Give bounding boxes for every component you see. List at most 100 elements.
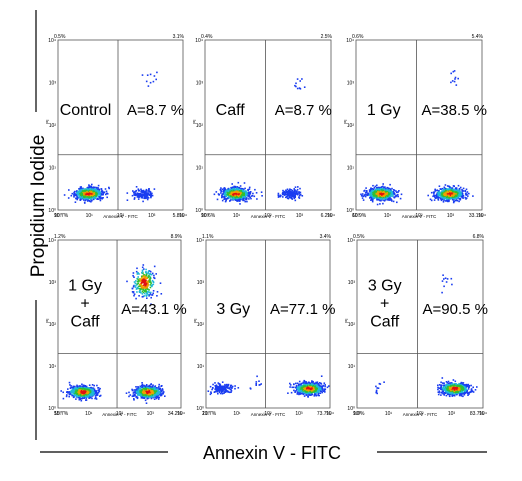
event-dot xyxy=(145,188,148,191)
event-dot xyxy=(70,194,73,197)
x-tick-label: 10³ xyxy=(296,213,304,219)
event-dot xyxy=(70,385,72,387)
event-dot xyxy=(144,290,146,292)
event-dot xyxy=(221,188,224,191)
event-dot xyxy=(79,199,82,201)
event-dot xyxy=(221,195,223,197)
event-dot xyxy=(71,388,74,390)
x-tick-label: 10⁰ xyxy=(54,213,62,219)
event-dot xyxy=(92,198,95,201)
event-dot xyxy=(446,195,449,198)
event-dot xyxy=(427,194,429,197)
event-dot xyxy=(290,191,292,193)
event-dot xyxy=(369,197,371,199)
event-dot xyxy=(91,384,94,386)
event-dot xyxy=(389,197,391,199)
event-dot xyxy=(229,189,231,191)
event-dot xyxy=(93,190,96,192)
event-dot xyxy=(299,191,302,194)
event-dot xyxy=(81,393,83,396)
event-dot xyxy=(294,196,296,199)
event-dot xyxy=(150,195,152,197)
event-dot xyxy=(141,388,143,391)
event-dot xyxy=(65,395,68,398)
event-dot xyxy=(141,275,143,278)
event-dot xyxy=(223,193,226,196)
event-dot xyxy=(396,191,398,194)
event-dot xyxy=(152,394,155,397)
event-dot xyxy=(141,296,144,298)
event-dot xyxy=(82,396,84,398)
event-dot xyxy=(433,194,435,196)
event-dot xyxy=(145,273,148,275)
event-dot xyxy=(292,195,295,198)
y-tick-label: 10² xyxy=(196,123,204,129)
quadrant-ul-percent: 0.5% xyxy=(54,34,66,40)
event-dot xyxy=(444,200,447,202)
event-dot xyxy=(147,283,149,286)
event-dot xyxy=(95,188,97,191)
event-dot xyxy=(143,191,145,194)
event-dot xyxy=(462,187,465,190)
event-dot xyxy=(88,393,91,396)
event-dot xyxy=(233,187,236,190)
event-dot xyxy=(80,399,83,402)
event-dot xyxy=(375,194,378,197)
event-dot xyxy=(142,280,145,283)
event-dot xyxy=(260,191,263,193)
event-dot xyxy=(450,189,453,191)
event-dot xyxy=(380,199,382,202)
event-dot xyxy=(97,194,99,197)
event-dot xyxy=(226,189,229,192)
x-tick-label: 10¹ xyxy=(233,213,241,219)
event-dot xyxy=(232,189,235,192)
event-dot xyxy=(72,385,75,388)
event-dot xyxy=(387,190,390,192)
event-dot xyxy=(375,189,377,191)
event-dot xyxy=(434,194,436,197)
event-dot xyxy=(228,192,231,194)
event-dot xyxy=(89,390,92,393)
event-dot xyxy=(283,194,286,196)
event-dot xyxy=(83,388,86,390)
event-dot xyxy=(217,392,219,395)
event-dot xyxy=(450,190,452,193)
event-dot xyxy=(85,385,88,388)
event-dot xyxy=(99,394,102,397)
event-dot xyxy=(139,288,142,290)
event-dot xyxy=(371,197,373,200)
event-dot xyxy=(79,396,81,398)
event-dot xyxy=(133,191,135,194)
event-dot xyxy=(391,192,394,194)
event-dot xyxy=(455,84,458,86)
x-tick-label: 10¹ xyxy=(86,213,94,219)
event-dot xyxy=(466,191,469,193)
event-dot xyxy=(150,273,153,276)
event-dot xyxy=(136,287,138,290)
event-dot xyxy=(461,194,464,196)
event-dot xyxy=(149,192,152,195)
event-dot xyxy=(144,197,147,200)
event-dot xyxy=(75,392,77,394)
event-dot xyxy=(147,290,149,293)
event-dot xyxy=(380,198,382,200)
event-dot xyxy=(289,193,291,195)
event-dot xyxy=(446,191,449,194)
event-dot xyxy=(150,383,152,386)
event-dot xyxy=(301,78,303,80)
event-dot xyxy=(149,191,152,193)
event-dot xyxy=(465,188,468,191)
event-dot xyxy=(93,389,96,392)
event-dot xyxy=(90,392,93,395)
event-dot xyxy=(141,278,143,280)
event-dot xyxy=(139,283,142,286)
event-dot xyxy=(449,192,451,194)
event-dot xyxy=(89,188,91,190)
event-dot xyxy=(138,194,140,196)
event-dot xyxy=(145,282,148,284)
event-dot xyxy=(160,390,163,393)
event-dot xyxy=(151,386,153,388)
event-dot xyxy=(144,195,147,197)
event-dot xyxy=(457,192,459,194)
event-dot xyxy=(378,194,381,196)
